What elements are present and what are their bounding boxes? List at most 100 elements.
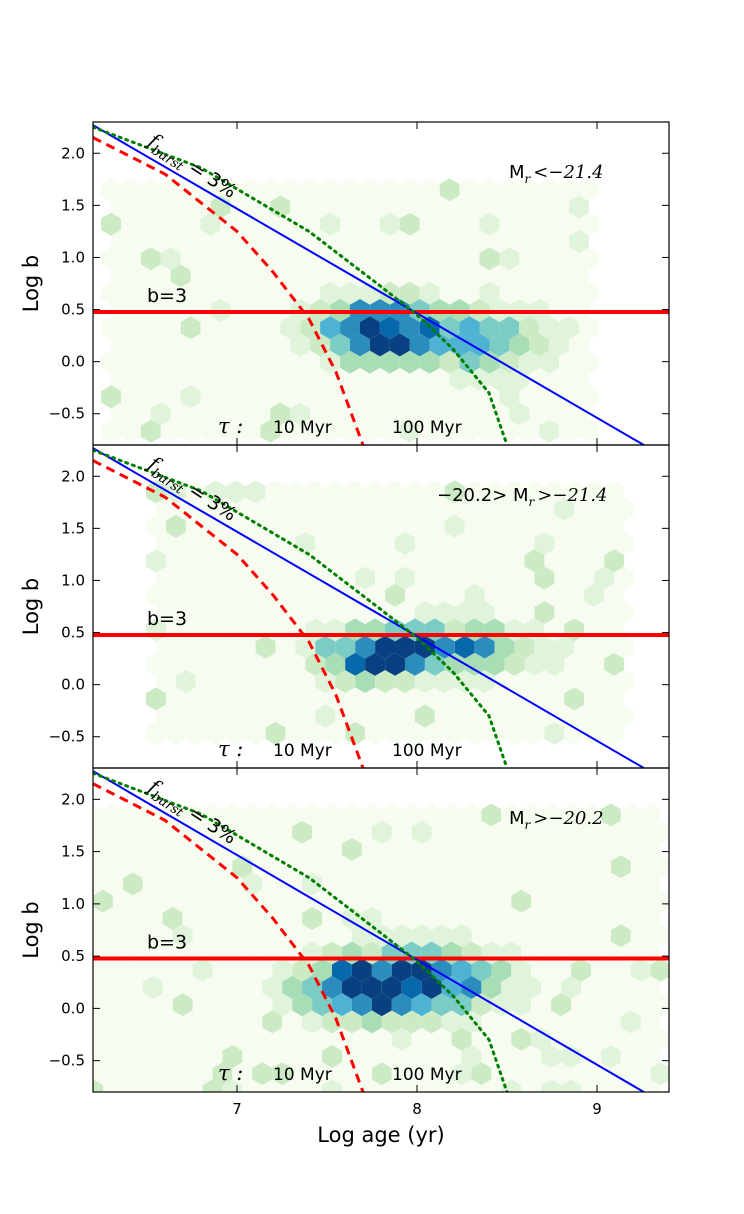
hexbin-cell [419,178,440,202]
magnitude-range: >−20.2 [533,808,603,829]
hexbin-cell [441,803,462,827]
hexbin-cell [524,480,545,504]
hexbin-cell [262,1045,283,1068]
hexbin-cell [245,549,266,573]
hexbin-cell [365,721,386,745]
hexbin-cell [584,652,605,676]
hexbin-cell [444,583,465,607]
hexbin-cell [574,566,595,590]
hexbin-cell [265,480,286,504]
hexbin-cell [375,670,395,694]
hexbin-cell [469,230,490,253]
hexbin-cell [342,872,362,896]
hexbin-cell [509,230,530,253]
hexbin-cell [192,924,213,948]
hexbin-cell [544,721,565,745]
hexbin-cell [295,704,316,728]
hexbin-cell [185,514,206,538]
hexbin-cell [255,704,276,728]
hexbin-cell [325,583,346,607]
hexbin-cell [424,514,445,538]
hexbin-cell [232,1062,253,1086]
hexbin-cell [360,316,380,340]
hexbin-cell [464,721,485,745]
hexbin-cell [202,976,223,999]
hexbin-cell [395,566,415,590]
hexbin-cell [330,264,350,288]
tau-label: τ : [218,414,243,438]
hexbin-cell [146,549,166,573]
hexbin-cell [312,924,332,948]
hexbin-cell [650,889,669,913]
hexbin-cell [541,1010,562,1034]
hexbin-cell [342,976,362,999]
hexbin-cell [444,549,465,573]
hexbin-cell [594,566,615,590]
hexbin-cell [162,838,183,861]
hexbin-cell [381,1045,402,1068]
hexbin-cell [519,212,540,236]
hexbin-cell [245,480,266,504]
tau-10myr-label: 10 Myr [273,418,332,438]
hexbin-cell [539,178,560,202]
hexbin-cell [399,316,420,340]
hexbin-cell [459,178,480,202]
hexbin-cell [534,635,555,659]
hexbin-cell [539,247,560,271]
hexbin-cell [325,480,346,504]
hexbin-cell [499,281,520,305]
hexbin-cell [501,1045,522,1068]
hexbin-cell [544,549,565,573]
hexbin-cell [371,820,392,844]
hexbin-cell [355,670,376,694]
hexbin-cell [351,1027,372,1051]
hexbin-cell [534,601,555,625]
hexbin-cell [93,889,113,913]
hexbin-cell [399,419,420,443]
hexbin-cell [182,976,203,999]
y-tick-label: 1.5 [61,519,85,537]
hexbin-cell [571,889,591,913]
hexbin-cell [325,721,346,745]
hexbin-cell [182,1079,203,1092]
hexbin-cell [484,652,505,676]
hexbin-cell [499,212,520,236]
y-tick-label: 0.5 [61,947,85,965]
hexbin-cell [391,889,412,913]
hexbin-cell [160,316,181,340]
hexbin-cell [571,958,591,982]
hexbin-cell [132,1027,153,1051]
hexbin-cell [93,993,113,1017]
hexbin-cell [265,583,286,607]
hexbin-cell [481,1079,502,1092]
hexbin-cell [122,803,143,827]
hexbin-cell [591,855,611,879]
hexbin-cell [504,514,525,538]
hexbin-cell [232,820,253,844]
hexbin-cell [409,333,430,357]
hexbin-cell [521,976,542,999]
hexbin-cell [235,566,256,590]
hexbin-cell [192,993,213,1017]
hexbin-cell [142,872,163,896]
hexbin-cell [245,687,266,711]
hexbin-cell [519,178,540,202]
hexbin-cell [421,1079,442,1092]
hexbin-cell [369,333,390,357]
hexbin-cell [524,721,545,745]
hexbin-cell [101,212,121,236]
hexbin-cell [332,993,352,1017]
hexbin-cell [469,402,490,426]
hexbin-cell [93,820,113,844]
hexbin-cell [584,514,605,538]
hexbin-cell [461,976,482,999]
hexbin-cell [504,687,525,711]
hexbin-cell [130,264,151,288]
hexbin-cell [439,247,460,271]
hexbin-cell [454,497,475,521]
hexbin-cell [559,281,580,305]
hexbin-cell [571,855,591,879]
hexbin-cell [389,264,410,288]
hexbin-cell [282,803,303,827]
hexbin-cell [305,480,326,504]
